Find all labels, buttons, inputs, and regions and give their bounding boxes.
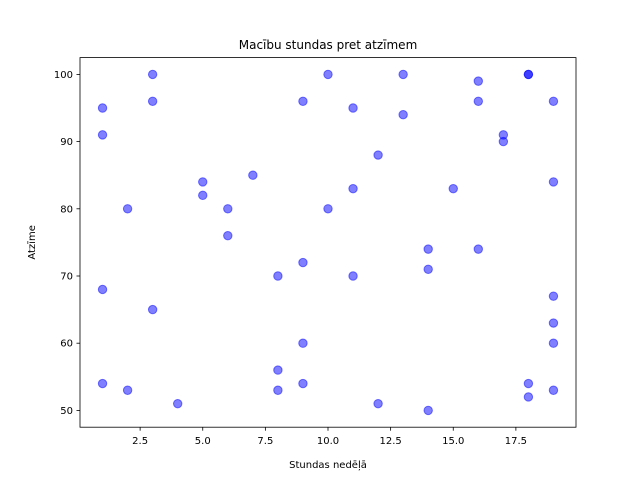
data-point bbox=[348, 271, 358, 281]
data-point bbox=[373, 150, 383, 160]
data-point bbox=[97, 378, 108, 389]
data-point bbox=[147, 69, 158, 80]
points-layer bbox=[97, 69, 559, 416]
data-point bbox=[523, 392, 534, 402]
x-axis-ticks: 2.5 5.0 7.5 10.0 12.5 15.0 17.5 bbox=[132, 427, 527, 447]
data-point bbox=[198, 190, 208, 201]
y-tick-label: 90 bbox=[60, 137, 73, 148]
y-tick-label: 100 bbox=[54, 70, 73, 81]
x-tick-label: 7.5 bbox=[257, 436, 273, 447]
data-point bbox=[298, 378, 308, 389]
data-point bbox=[523, 378, 534, 389]
data-point bbox=[273, 385, 283, 395]
data-point bbox=[498, 136, 509, 147]
data-point bbox=[97, 130, 108, 140]
data-point bbox=[323, 69, 333, 80]
x-tick-label: 5.0 bbox=[195, 436, 211, 447]
y-tick-label: 80 bbox=[60, 204, 73, 215]
chart-title: Macību stundas pret atzīmem bbox=[239, 38, 418, 52]
data-point bbox=[223, 230, 233, 241]
data-point bbox=[548, 338, 559, 348]
x-tick-label: 10.0 bbox=[317, 436, 339, 447]
data-point bbox=[473, 244, 484, 254]
data-point bbox=[398, 110, 408, 120]
plot-frame bbox=[79, 57, 577, 428]
y-tick-label: 70 bbox=[60, 272, 73, 283]
y-tick-label: 50 bbox=[60, 406, 73, 417]
x-tick-label: 2.5 bbox=[132, 436, 148, 447]
data-point bbox=[172, 398, 183, 409]
data-point bbox=[223, 204, 233, 214]
data-point bbox=[122, 385, 133, 395]
data-point bbox=[473, 76, 484, 86]
data-point bbox=[298, 257, 308, 268]
data-point bbox=[348, 183, 358, 194]
data-point bbox=[423, 244, 433, 254]
data-point bbox=[548, 385, 559, 395]
data-point bbox=[273, 271, 283, 281]
data-point bbox=[548, 96, 559, 106]
data-point bbox=[398, 69, 408, 80]
data-point bbox=[298, 338, 308, 348]
y-axis-ticks: 50 60 70 80 90 100 bbox=[54, 70, 80, 417]
data-point bbox=[273, 365, 283, 375]
data-point bbox=[373, 398, 383, 409]
x-tick-label: 15.0 bbox=[442, 436, 464, 447]
data-point bbox=[423, 264, 433, 274]
data-point bbox=[97, 284, 108, 295]
data-point bbox=[198, 177, 208, 187]
y-tick-label: 60 bbox=[60, 339, 73, 350]
data-point bbox=[298, 96, 308, 106]
y-axis-label: Atzīme bbox=[27, 225, 38, 260]
data-point bbox=[448, 183, 458, 194]
data-point bbox=[147, 96, 158, 106]
plot-area bbox=[80, 57, 576, 428]
data-point bbox=[423, 405, 433, 416]
data-point bbox=[548, 291, 559, 301]
data-point bbox=[147, 304, 158, 315]
data-point bbox=[473, 96, 484, 106]
data-point bbox=[548, 318, 559, 328]
data-point bbox=[122, 204, 133, 214]
x-tick-label: 17.5 bbox=[505, 436, 527, 447]
data-point bbox=[97, 103, 108, 113]
data-point bbox=[523, 69, 534, 80]
x-axis-label: Stundas nedēļā bbox=[289, 460, 367, 471]
data-point bbox=[248, 170, 258, 180]
data-point bbox=[548, 177, 559, 187]
x-tick-label: 12.5 bbox=[379, 436, 401, 447]
data-point bbox=[348, 103, 358, 113]
data-point bbox=[323, 204, 333, 214]
